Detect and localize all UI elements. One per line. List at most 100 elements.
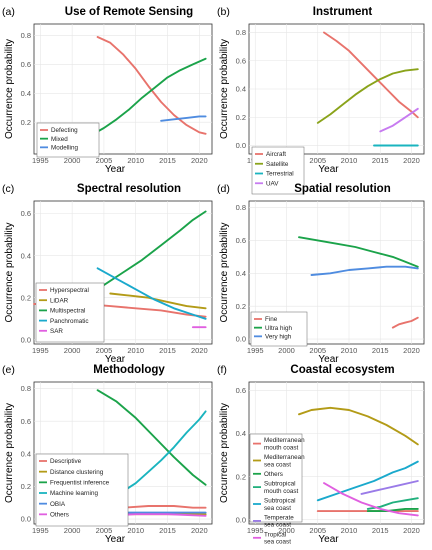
chart-panel-a: 1995 2000 2005 2010 2015 2020 0.2 0.4 0.6 0.8 Use … [2, 6, 213, 175]
legend-label: mouth coast [264, 488, 299, 495]
legend-label: sea coast [264, 522, 291, 529]
x-tick-label: 2010 [341, 156, 358, 165]
legend-label: Distance clustering [50, 469, 104, 476]
x-tick-label: 2005 [309, 156, 326, 165]
x-tick-label: 2010 [127, 346, 144, 355]
y-tick-label: 0.2 [21, 293, 31, 302]
series-line [323, 482, 419, 517]
x-tick-label: 1995 [247, 346, 264, 355]
chart-panel-d: 1995 2000 2005 2010 2015 2020 0.0 0.2 0.4 0.6 0.8 S… [217, 183, 425, 365]
chart-panel-b: 1995200020052010201520200.00.20.40.60.8I… [217, 6, 425, 195]
legend-label: Satellite [266, 161, 289, 168]
x-tick-label: 2005 [96, 526, 113, 535]
x-tick-label: 2015 [372, 156, 389, 165]
x-tick-label: 2010 [127, 526, 144, 535]
legend: Descriptive Distance clustering Frequentis… [35, 453, 129, 527]
legend-label: UAV [266, 180, 279, 187]
legend-label: Mixed [51, 136, 68, 143]
panel-title: Coastal ecosystem [290, 364, 394, 376]
legend-label: Machine learning [50, 490, 98, 497]
legend-label: Mediterranean [264, 454, 305, 461]
legend-box [35, 453, 129, 527]
legend-label: Multispectral [50, 308, 85, 315]
chart-panel-f: 1995 2000 2005 2010 2015 2020 0.0 0.2 0.4 0.6 Coas… [217, 364, 425, 546]
legend-label: mouth coast [264, 444, 299, 451]
y-axis-title: Occurrence probability [4, 403, 15, 503]
y-tick-label: 0.2 [21, 118, 31, 127]
x-axis-title: Year [105, 354, 126, 365]
y-axis-title: Occurrence probability [219, 39, 230, 139]
legend-label: Others [50, 512, 69, 519]
series-line [96, 389, 207, 486]
x-tick-label: 1995 [32, 346, 49, 355]
series-line [316, 460, 419, 502]
y-tick-label: 0.6 [21, 417, 31, 426]
y-tick-label: 0.4 [21, 449, 31, 458]
legend-label: Defecting [51, 127, 78, 134]
x-tick-label: 2015 [372, 526, 389, 535]
legend: Aircraft Satellite Terrestrial UAV [251, 146, 305, 195]
chart-panel-c: 1995 2000 2005 2010 2015 2020 0.0 0.2 0.4 0.6 Spec… [2, 183, 213, 365]
panel-title: Spectral resolution [77, 183, 181, 195]
legend-label: LiDAR [50, 297, 69, 304]
series-line [316, 68, 419, 124]
legend-label: Frequentist inference [50, 480, 110, 487]
panel-label: (e) [2, 364, 15, 376]
x-tick-label: 2015 [159, 156, 176, 165]
legend-label: Terrestrial [266, 171, 294, 178]
x-tick-label: 1995 [32, 526, 49, 535]
x-tick-label: 2000 [278, 526, 295, 535]
x-tick-label: 2010 [127, 156, 144, 165]
legend-box [250, 311, 308, 347]
x-axis-title: Year [105, 534, 126, 545]
panel-label: (b) [217, 6, 230, 18]
y-tick-label: 0.2 [236, 113, 246, 122]
x-tick-label: 2015 [159, 346, 176, 355]
legend-box [36, 122, 100, 158]
series-line [298, 236, 419, 268]
y-tick-label: 0.8 [21, 31, 31, 40]
y-axis-title: Occurrence probability [219, 222, 230, 322]
x-tick-label: 2020 [403, 526, 420, 535]
y-tick-label: 0.0 [21, 335, 31, 344]
legend-label: Fine [265, 316, 278, 323]
x-tick-label: 2005 [96, 156, 113, 165]
y-axis-title: Occurrence probability [4, 39, 15, 139]
panel-label: (d) [217, 183, 230, 195]
y-tick-label: 0.8 [21, 384, 31, 393]
series-line [310, 265, 419, 276]
legend-label: Modelling [51, 145, 78, 152]
series-line [360, 480, 419, 495]
y-tick-label: 0.6 [21, 209, 31, 218]
legend-label: Descriptive [50, 458, 82, 465]
panel-title: Instrument [313, 6, 373, 18]
legend-label: Temperate [264, 515, 294, 522]
panel-label: (f) [217, 364, 227, 376]
legend-label: Panchromatic [50, 318, 89, 325]
x-axis-title: Year [318, 534, 339, 545]
legend-label: Hyperspectral [50, 287, 89, 294]
series-line [96, 36, 207, 135]
panel-label: (a) [2, 6, 15, 18]
x-tick-label: 2005 [309, 526, 326, 535]
y-tick-label: 0.2 [236, 472, 246, 481]
y-tick-label: 0.0 [21, 515, 31, 524]
y-tick-label: 0.2 [21, 482, 31, 491]
y-tick-label: 0.0 [236, 515, 246, 524]
y-tick-label: 0.4 [21, 251, 31, 260]
series-line [298, 406, 419, 446]
series-line [366, 507, 419, 513]
legend: Hyperspectral LiDAR Multispectral Panchroma… [35, 282, 105, 343]
x-tick-label: 2020 [191, 156, 208, 165]
panel-title: Spatial resolution [294, 183, 391, 195]
x-tick-label: 1995 [32, 156, 49, 165]
x-axis-title: Year [105, 164, 126, 175]
x-tick-label: 2005 [309, 346, 326, 355]
y-tick-label: 0.0 [236, 335, 246, 344]
panel-label: (c) [2, 183, 14, 195]
x-tick-label: 2010 [341, 526, 358, 535]
x-tick-label: 2000 [64, 156, 81, 165]
y-tick-label: 0.4 [21, 89, 31, 98]
panel-title: Use of Remote Sensing [65, 6, 193, 18]
